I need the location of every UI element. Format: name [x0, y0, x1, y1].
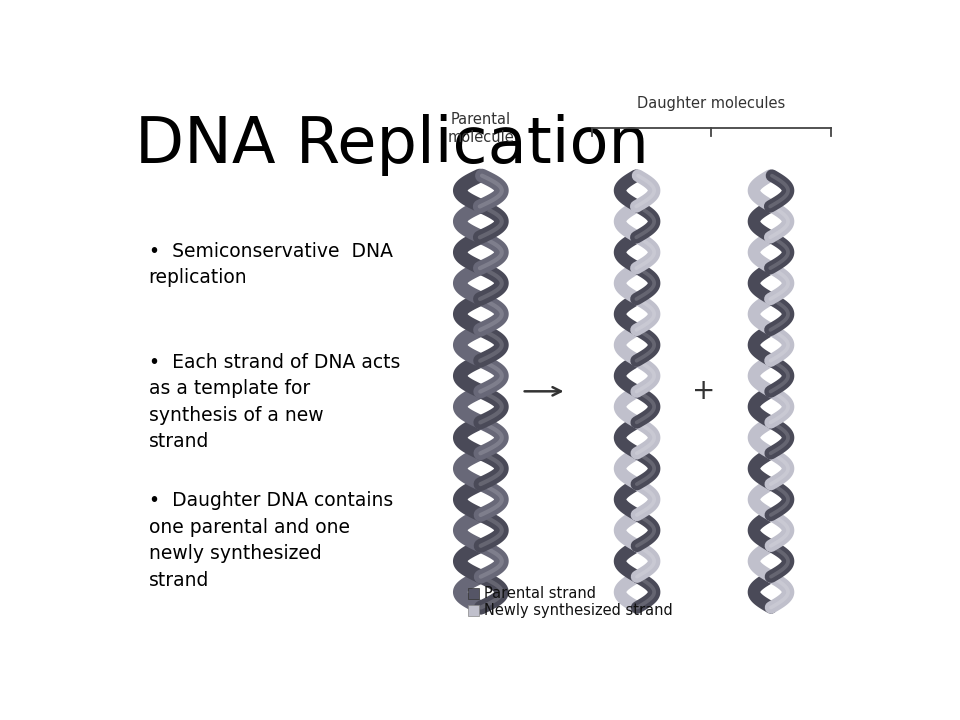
Bar [468, 605, 479, 616]
Text: Daughter molecules: Daughter molecules [637, 96, 785, 112]
Text: •  Daughter DNA contains
one parental and one
newly synthesized
strand: • Daughter DNA contains one parental and… [149, 491, 393, 590]
Text: Newly synthesized strand: Newly synthesized strand [484, 603, 672, 618]
Text: •  Semiconservative  DNA
replication: • Semiconservative DNA replication [149, 242, 393, 287]
Text: +: + [692, 377, 716, 405]
Text: Parental
molecule: Parental molecule [447, 112, 515, 145]
Text: DNA Replication: DNA Replication [134, 114, 649, 176]
Text: •  Each strand of DNA acts
as a template for
synthesis of a new
strand: • Each strand of DNA acts as a template … [149, 353, 400, 451]
Text: Parental strand: Parental strand [484, 586, 596, 601]
Bar [468, 588, 479, 599]
